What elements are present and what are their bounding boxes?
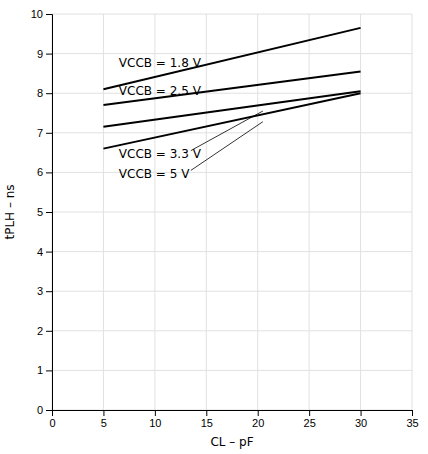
y-tick-mark bbox=[46, 252, 52, 253]
x-tick-mark bbox=[206, 410, 207, 416]
annotation: VCCB = 5 V bbox=[119, 167, 190, 181]
annotations: VCCB = 1.8 V VCCB = 2.5 V VCCB = 3.3 V VCCB… bbox=[119, 56, 202, 181]
x-tick: 0 bbox=[49, 410, 55, 429]
x-tick-label: 0 bbox=[49, 417, 55, 429]
grid-line-y bbox=[52, 251, 412, 252]
y-tick-label: 10 bbox=[31, 8, 43, 20]
grid-line-y bbox=[52, 330, 412, 331]
y-tick-mark bbox=[46, 93, 52, 94]
y-tick: 4 bbox=[37, 246, 52, 258]
y-axis-line bbox=[46, 15, 53, 411]
y-tick-label: 2 bbox=[37, 325, 43, 337]
y-tick: 0 bbox=[37, 404, 52, 416]
y-tick: 2 bbox=[37, 325, 52, 337]
y-tick: 3 bbox=[37, 285, 52, 297]
y-tick-mark bbox=[46, 212, 52, 213]
grid-line-y bbox=[52, 14, 412, 15]
x-tick-label: 5 bbox=[101, 417, 107, 429]
y-tick: 9 bbox=[37, 48, 52, 60]
annotation-pointer bbox=[191, 122, 263, 171]
x-tick: 25 bbox=[304, 410, 316, 429]
annotation: VCCB = 3.3 V bbox=[119, 147, 202, 161]
x-tick-label: 10 bbox=[149, 417, 161, 429]
y-axis-title: tPLH – ns bbox=[3, 184, 17, 239]
grid-line-y bbox=[52, 370, 412, 371]
x-tick-label: 15 bbox=[201, 417, 213, 429]
y-tick-label: 9 bbox=[37, 48, 43, 60]
x-tick: 20 bbox=[252, 410, 264, 429]
x-tick-label: 30 bbox=[355, 417, 367, 429]
x-tick-mark bbox=[258, 410, 259, 416]
y-tick: 10 bbox=[31, 8, 52, 20]
x-tick-mark bbox=[361, 410, 362, 416]
y-tick-label: 7 bbox=[37, 127, 43, 139]
annotation-pointer bbox=[191, 111, 263, 151]
y-tick: 8 bbox=[37, 87, 52, 99]
grid bbox=[52, 14, 412, 410]
y-tick-mark bbox=[46, 14, 52, 15]
x-tick: 5 bbox=[101, 410, 107, 429]
chart: 05101520253035012345678910VCCB = 1.8 VVC… bbox=[0, 0, 428, 454]
series-line bbox=[103, 28, 360, 89]
y-tick-label: 6 bbox=[37, 166, 43, 178]
y-tick: 1 bbox=[37, 364, 52, 376]
y-tick-mark bbox=[46, 370, 52, 371]
x-tick-mark bbox=[103, 410, 104, 416]
x-tick-mark bbox=[155, 410, 156, 416]
lines bbox=[103, 28, 360, 171]
y-tick-mark bbox=[46, 410, 52, 411]
x-tick: 15 bbox=[201, 410, 213, 429]
y-tick-label: 0 bbox=[37, 404, 43, 416]
x-tick: 10 bbox=[149, 410, 161, 429]
grid-line-y bbox=[52, 53, 412, 54]
x-tick: 35 bbox=[406, 410, 418, 429]
y-tick-label: 5 bbox=[37, 206, 43, 218]
x-tick-label: 35 bbox=[406, 417, 418, 429]
y-tick-label: 1 bbox=[37, 364, 43, 376]
x-tick-mark bbox=[412, 410, 413, 416]
y-tick-mark bbox=[46, 133, 52, 134]
y-tick-mark bbox=[46, 291, 52, 292]
annotation: VCCB = 1.8 V bbox=[119, 56, 202, 70]
y-tick: 5 bbox=[37, 206, 52, 218]
annotation: VCCB = 2.5 V bbox=[119, 84, 202, 98]
y-tick-mark bbox=[46, 331, 52, 332]
y-tick-mark bbox=[46, 172, 52, 173]
y-tick-label: 4 bbox=[37, 246, 43, 258]
x-tick-mark bbox=[309, 410, 310, 416]
y-tick: 6 bbox=[37, 166, 52, 178]
y-tick-label: 3 bbox=[37, 285, 43, 297]
x-axis-line bbox=[53, 411, 413, 417]
grid-line-y bbox=[52, 212, 412, 213]
y-tick-mark bbox=[46, 54, 52, 55]
x-tick-label: 25 bbox=[304, 417, 316, 429]
x-axis-title: CL – pF bbox=[210, 435, 253, 449]
series-line bbox=[103, 93, 360, 148]
x-tick-label: 20 bbox=[252, 417, 264, 429]
grid-line-y bbox=[52, 132, 412, 133]
y-axis: 0 1 2 3 4 5 6 7 8 9 10 bbox=[31, 8, 53, 416]
y-tick: 7 bbox=[37, 127, 52, 139]
grid-line-y bbox=[52, 172, 412, 173]
grid-line-y bbox=[52, 291, 412, 292]
series-line bbox=[103, 71, 360, 105]
y-tick-label: 8 bbox=[37, 87, 43, 99]
x-tick: 30 bbox=[355, 410, 367, 429]
plot-area: 05101520253035012345678910VCCB = 1.8 VVC… bbox=[31, 8, 419, 429]
x-axis: 0 5 10 15 20 25 30 35 bbox=[49, 410, 418, 429]
